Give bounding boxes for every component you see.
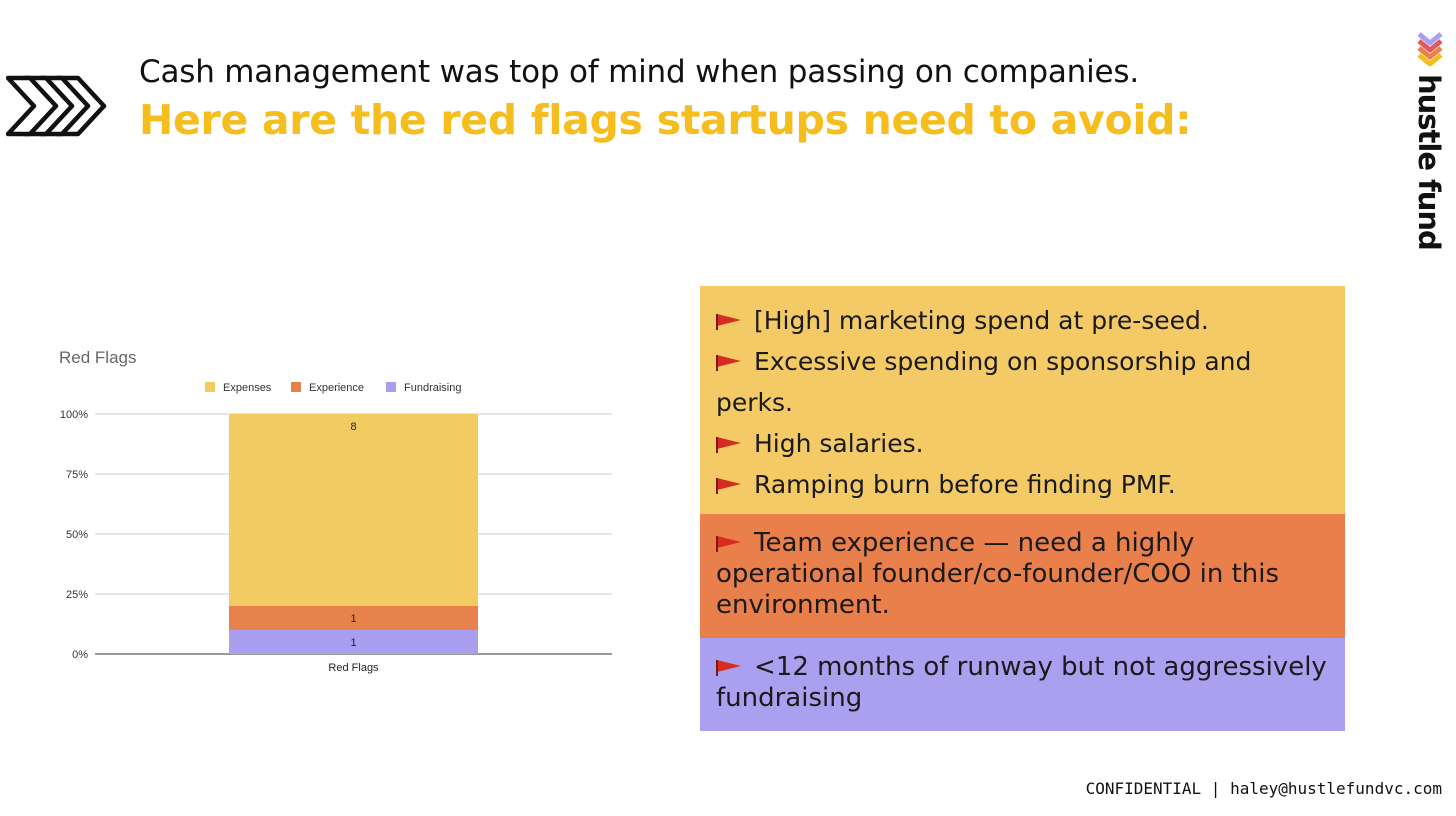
brand-name: hustle fund xyxy=(1412,74,1446,250)
expenses-item-continued: perks. xyxy=(716,388,793,417)
experience-card: Team experience — need a highly operatio… xyxy=(700,514,1345,638)
expenses-card: [High] marketing spend at pre-seed. Exce… xyxy=(700,286,1345,514)
hustle-fund-logo-icon xyxy=(1417,32,1443,66)
red-flag-icon xyxy=(716,478,741,494)
heading: Cash management was top of mind when pas… xyxy=(139,54,1192,144)
bar-segment-experience xyxy=(229,606,478,630)
legend-swatch-experience xyxy=(291,382,301,392)
fundraising-card: <12 months of runway but not aggressivel… xyxy=(700,638,1345,731)
y-tick-label: 0% xyxy=(72,649,88,661)
data-label-fundraising: 1 xyxy=(350,637,356,649)
bar-segment-expenses xyxy=(229,414,478,606)
y-tick-label: 50% xyxy=(66,529,88,541)
red-flag-icon xyxy=(716,355,741,371)
legend-label-experience: Experience xyxy=(309,382,364,394)
expenses-item: Excessive spending on sponsorship and xyxy=(716,341,1329,382)
red-flag-icon xyxy=(716,536,741,552)
expenses-item: Ramping burn before finding PMF. xyxy=(716,464,1329,505)
y-tick-label: 100% xyxy=(60,409,88,421)
footer-confidential: CONFIDENTIAL | haley@hustlefundvc.com xyxy=(1085,779,1442,798)
brand: hustle fund xyxy=(1412,30,1450,250)
y-tick-label: 25% xyxy=(66,589,88,601)
page-subtitle: Cash management was top of mind when pas… xyxy=(139,54,1139,90)
red-flag-icon xyxy=(716,437,741,453)
experience-text: Team experience — need a highly operatio… xyxy=(716,528,1280,620)
data-label-experience: 1 xyxy=(350,613,356,625)
chart-svg: Red Flags Expenses Experience Fundraising 0%… xyxy=(59,348,612,674)
bar-segment-fundraising xyxy=(229,630,478,654)
page-title: Here are the red flags startups need to … xyxy=(139,96,1192,144)
expenses-item: High salaries. xyxy=(716,423,1329,464)
y-tick-label: 75% xyxy=(66,469,88,481)
chart-title: Red Flags xyxy=(59,348,136,367)
legend-label-fundraising: Fundraising xyxy=(404,382,461,394)
data-label-expenses: 8 xyxy=(350,421,356,433)
fundraising-text: <12 months of runway but not aggressivel… xyxy=(716,652,1327,713)
legend-label-expenses: Expenses xyxy=(223,382,272,394)
legend-swatch-expenses xyxy=(205,382,215,392)
x-tick-label: Red Flags xyxy=(328,662,379,674)
legend-swatch-fundraising xyxy=(386,382,396,392)
red-flag-icon xyxy=(716,660,741,676)
expenses-item: [High] marketing spend at pre-seed. xyxy=(716,300,1329,341)
red-flags-chart: Red Flags Expenses Experience Fundraising 0%… xyxy=(40,335,640,695)
red-flag-icon xyxy=(716,314,741,330)
red-flag-cards: [High] marketing spend at pre-seed. Exce… xyxy=(700,286,1345,731)
chevron-arrows-icon xyxy=(6,75,107,137)
